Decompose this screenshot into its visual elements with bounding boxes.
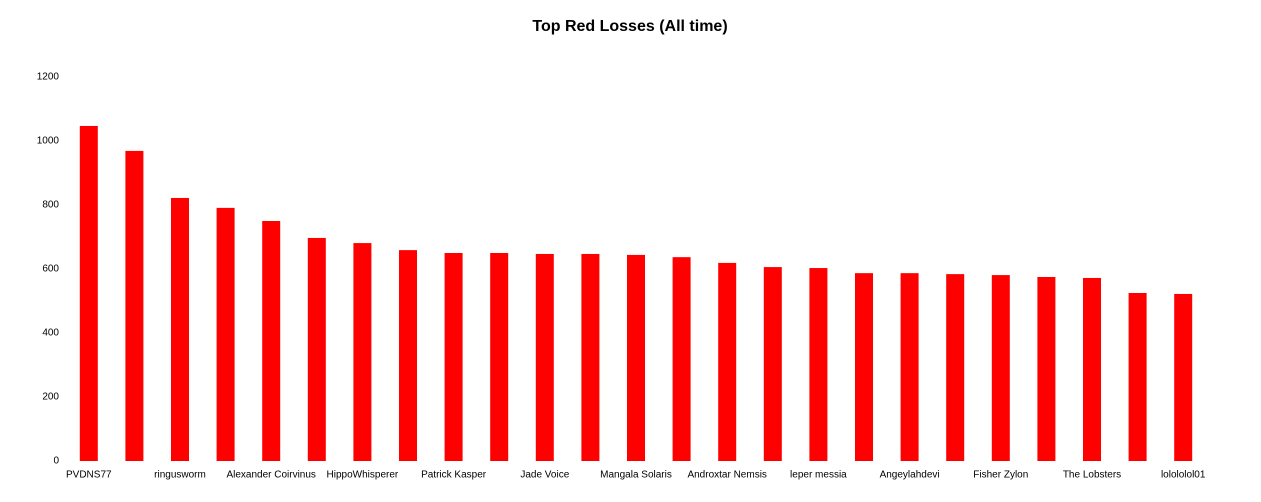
bar: [399, 250, 417, 461]
bar: [1174, 293, 1193, 461]
bar: [79, 125, 98, 462]
bar: [125, 150, 144, 462]
bar: [490, 253, 509, 461]
bar: [581, 253, 600, 461]
bar: [718, 262, 737, 461]
bar: [991, 275, 1010, 461]
x-tick-label: The Lobsters: [1063, 470, 1121, 481]
y-tick-label: 1000: [37, 136, 60, 147]
x-tick-label: Patrick Kasper: [421, 470, 487, 481]
bar: [535, 253, 554, 461]
y-tick-label: 600: [42, 264, 59, 275]
bar: [216, 207, 235, 461]
bar: [946, 274, 965, 461]
bar: [855, 273, 873, 461]
y-tick-label: 200: [42, 392, 59, 403]
bar: [171, 197, 189, 461]
x-tick-label: Androxtar Nemsis: [687, 470, 766, 481]
bar: [1128, 293, 1147, 461]
x-tick-label: Angeylahdevi: [880, 470, 940, 481]
bar: [672, 257, 691, 461]
bar: [900, 273, 919, 461]
bar: [307, 237, 326, 461]
x-tick-label: Alexander Coirvinus: [226, 470, 316, 481]
x-tick-label: ringusworm: [154, 470, 206, 481]
x-tick-label: lolololol01: [1161, 470, 1206, 481]
y-tick-label: 1200: [37, 72, 60, 83]
bar: [353, 243, 372, 461]
x-tick-label: leper messia: [790, 470, 847, 481]
x-tick-label: Mangala Solaris: [600, 470, 672, 481]
chart-title: Top Red Losses (All time): [532, 18, 727, 35]
y-tick-label: 800: [42, 200, 59, 211]
bar: [627, 254, 645, 461]
x-tick-label: HippoWhisperer: [327, 470, 399, 481]
bar: [763, 267, 782, 461]
bar: [444, 253, 463, 461]
y-tick-label: 400: [42, 328, 59, 339]
x-tick-label: PVDNS77: [66, 470, 112, 481]
x-tick-label: Jade Voice: [520, 470, 569, 481]
bar: [262, 221, 281, 461]
x-tick-label: Fisher Zylon: [973, 470, 1028, 481]
y-tick-label: 0: [53, 456, 59, 467]
bar: [809, 268, 828, 461]
bar: [1037, 277, 1056, 461]
bar: [1083, 277, 1101, 461]
